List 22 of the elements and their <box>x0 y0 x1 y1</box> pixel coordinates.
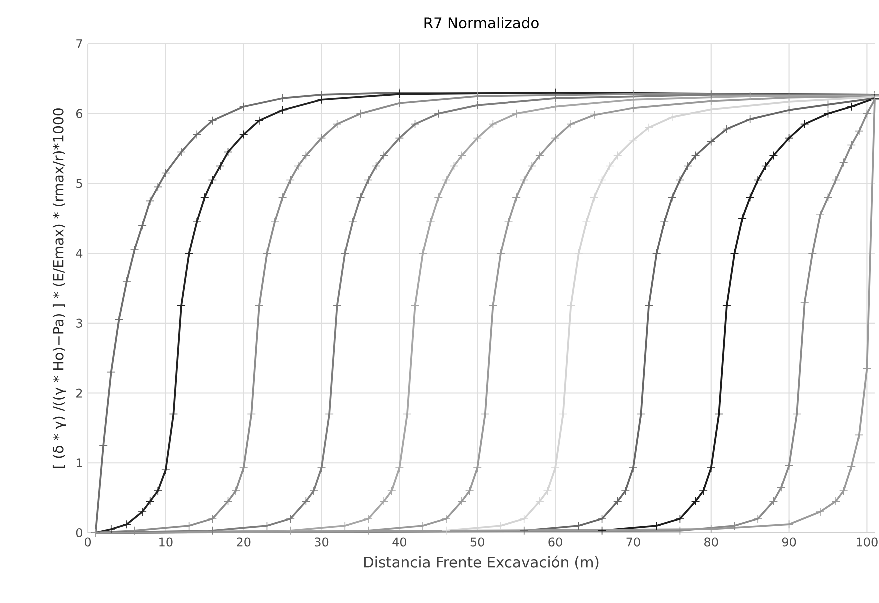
y-tick-label: 7 <box>76 40 82 48</box>
x-tick-label: 0 <box>84 538 92 547</box>
y-tick-label: 4 <box>76 249 83 258</box>
x-tick-label: 40 <box>392 538 407 547</box>
x-tick-label: 90 <box>782 538 796 547</box>
x-tick-label: 70 <box>626 538 640 547</box>
y-tick-label: 1 <box>76 458 82 468</box>
y-axis-title: [ (δ * γ) /((γ * Ho)−Pa) ] * (E/Emax) * (rmax/r)*1000 <box>52 108 66 468</box>
x-tick-label: 80 <box>704 538 718 547</box>
x-axis-title: Distancia Frente Excavación (m) <box>364 556 599 570</box>
y-tick-label: 0 <box>76 528 82 538</box>
x-tick-label: 60 <box>548 538 562 547</box>
y-tick-label: 2 <box>76 388 82 398</box>
y-tick-label: 5 <box>76 179 82 188</box>
y-tick-label: 6 <box>76 109 83 118</box>
x-tick-label: 20 <box>237 538 251 547</box>
x-tick-label: 100 <box>857 538 878 547</box>
chart-title: R7 Normalizado <box>424 17 539 29</box>
x-tick-label: 50 <box>470 538 484 547</box>
x-tick-label: 10 <box>160 538 173 547</box>
y-tick-label: 3 <box>76 318 82 328</box>
x-tick-label: 30 <box>315 538 329 547</box>
